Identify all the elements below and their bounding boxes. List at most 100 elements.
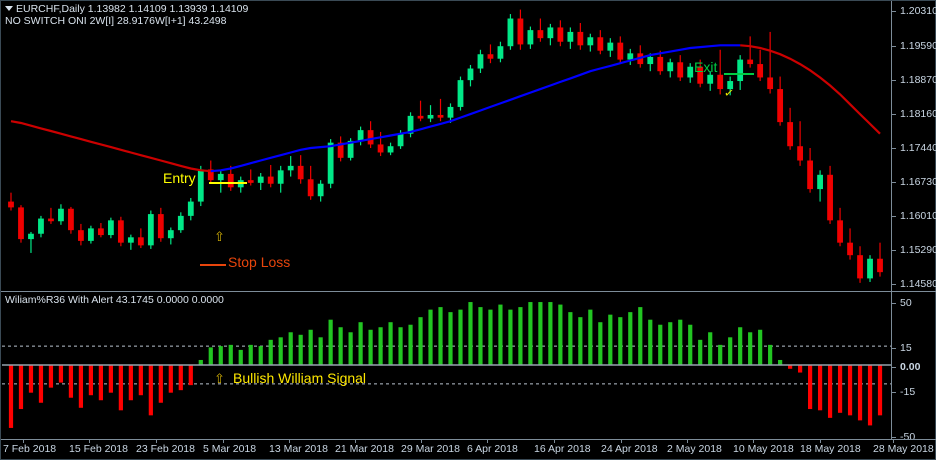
time-axis-label: 10 May 2018: [733, 443, 794, 455]
time-axis-label: 28 May 2018: [873, 443, 934, 455]
candle-body: [38, 218, 44, 234]
candle-body: [817, 174, 823, 190]
candle-body: [78, 230, 84, 241]
histogram-bar: [358, 322, 363, 365]
annotation-label-exit[interactable]: Exit: [694, 59, 718, 75]
annotation-label-stop-loss[interactable]: Stop Loss: [228, 254, 291, 270]
candle-body: [747, 59, 754, 65]
annotation-line-entry: [209, 182, 247, 184]
candle-body: [287, 165, 294, 171]
indicator-axis-tick: [892, 392, 896, 393]
histogram-bar: [798, 365, 803, 373]
candle-body: [577, 31, 584, 46]
indicator-axis[interactable]: 50 15 0.00 -15 -50: [891, 292, 936, 442]
histogram-bar: [188, 365, 193, 386]
candle-body: [117, 220, 124, 243]
annotation-label-entry[interactable]: Entry: [163, 170, 196, 186]
triangle-down-icon[interactable]: [5, 5, 13, 11]
indicator-title: Wiliam%R36 With Alert 43.1745 0.0000 0.0…: [5, 294, 224, 306]
annotation-line-stop-loss: [200, 264, 226, 266]
chart-header: EURCHF,Daily 1.13982 1.14109 1.13939 1.1…: [5, 3, 248, 27]
candle-body: [307, 179, 314, 197]
histogram-bar: [108, 365, 113, 393]
price-axis-label: 1.16010: [900, 210, 936, 222]
candle-body: [177, 215, 184, 231]
time-axis-tick: [893, 440, 894, 443]
time-axis[interactable]: 7 Feb 2018 15 Feb 2018 23 Feb 2018 5 Mar 20…: [1, 439, 936, 460]
candle-body: [377, 144, 384, 153]
histogram-bar: [288, 332, 293, 365]
histogram-bar: [8, 365, 14, 428]
candle-body: [107, 220, 114, 236]
candle-body: [827, 174, 833, 221]
histogram-bar: [588, 309, 593, 365]
time-axis-tick: [421, 440, 422, 443]
time-axis-label: 15 Feb 2018: [69, 443, 128, 455]
candle-body: [527, 30, 534, 45]
histogram-bar: [817, 365, 823, 411]
candle-body: [427, 114, 434, 119]
candle-body: [317, 183, 324, 197]
indicator-axis-tick: [892, 437, 896, 438]
candle-body: [127, 237, 134, 243]
price-plot-area[interactable]: Entry Stop Loss Exit ⇧ ✓: [2, 2, 891, 290]
histogram-bar: [318, 337, 323, 365]
histogram-bar: [328, 319, 333, 365]
candle-body: [757, 64, 764, 78]
candle-body: [68, 208, 74, 231]
time-axis-tick: [820, 440, 821, 443]
histogram-bar: [348, 332, 353, 365]
indicator-axis-tick: [892, 367, 896, 368]
histogram-bar: [498, 304, 503, 365]
candle-body: [717, 74, 724, 90]
histogram-bar: [28, 365, 34, 393]
candle-body: [877, 258, 883, 273]
candle-body: [277, 170, 284, 184]
histogram-bar: [238, 349, 243, 365]
time-axis-tick: [554, 440, 555, 443]
candle-body: [337, 142, 344, 158]
price-axis-tick: [892, 216, 896, 217]
price-pane: EURCHF,Daily 1.13982 1.14109 1.13939 1.1…: [1, 1, 936, 291]
histogram-bar: [668, 322, 673, 365]
time-axis-tick: [223, 440, 224, 443]
histogram-bar: [178, 365, 183, 391]
histogram-bar: [837, 365, 843, 413]
bullish-signal-label[interactable]: Bullish William Signal: [233, 370, 367, 386]
time-axis-label: 13 Mar 2018: [269, 443, 328, 455]
candle-body: [647, 56, 654, 65]
histogram-bar: [738, 327, 743, 365]
candle-body: [137, 237, 144, 246]
candle-body: [507, 18, 514, 47]
candle-body: [667, 62, 674, 72]
candle-body: [737, 59, 744, 82]
histogram-bar: [218, 346, 223, 365]
buy-arrow-price-icon: ⇧: [214, 229, 225, 244]
histogram-bar: [658, 324, 663, 365]
histogram-bar: [338, 327, 343, 365]
candle-body: [497, 46, 504, 59]
histogram-bar: [778, 359, 783, 365]
indicator-plot-area[interactable]: Bullish William Signal ⇧: [2, 292, 891, 438]
candle-body: [217, 173, 224, 181]
indicator-axis-label: -15: [900, 386, 916, 398]
candle-body: [697, 66, 704, 84]
histogram-bar: [698, 339, 703, 365]
histogram-bar: [258, 346, 263, 365]
candle-body: [557, 27, 564, 42]
indicator-axis-label: 50: [900, 297, 912, 309]
histogram-bar: [468, 302, 473, 365]
histogram-bar: [208, 347, 213, 365]
moving-average-line: [740, 44, 881, 135]
price-axis[interactable]: 1.20310 1.19590 1.18870 1.18160 1.17440 1.167…: [891, 1, 936, 291]
annotation-line-exit: [724, 73, 754, 75]
candle-body: [787, 122, 794, 147]
candle-body: [867, 258, 873, 279]
histogram-bar: [378, 327, 383, 365]
candle-body: [447, 106, 454, 118]
candle-body: [247, 180, 254, 183]
indicator-axis-label: 0.00: [900, 361, 921, 373]
histogram-bar: [857, 365, 863, 421]
moving-average-line: [10, 120, 211, 173]
histogram-bar: [128, 365, 133, 401]
